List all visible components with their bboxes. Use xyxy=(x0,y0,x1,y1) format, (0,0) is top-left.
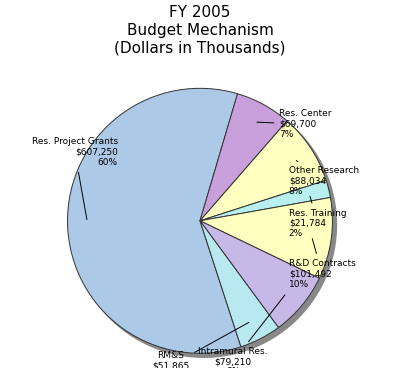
Title: FY 2005
Budget Mechanism
(Dollars in Thousands): FY 2005 Budget Mechanism (Dollars in Tho… xyxy=(114,6,286,55)
Text: RM&S
$51,865
5%: RM&S $51,865 5% xyxy=(152,322,249,368)
Text: Res. Center
$69,700
7%: Res. Center $69,700 7% xyxy=(257,109,332,139)
Text: Other Research
$88,034
8%: Other Research $88,034 8% xyxy=(289,160,359,196)
Wedge shape xyxy=(200,121,326,221)
Wedge shape xyxy=(200,221,319,328)
Text: Intramural Res.
$79,210
8%: Intramural Res. $79,210 8% xyxy=(198,295,285,368)
Text: Res. Training
$21,784
2%: Res. Training $21,784 2% xyxy=(289,196,346,238)
Wedge shape xyxy=(68,88,241,353)
Text: R&D Contracts
$101,492
10%: R&D Contracts $101,492 10% xyxy=(289,239,356,289)
Wedge shape xyxy=(200,221,278,347)
Wedge shape xyxy=(200,94,287,221)
Polygon shape xyxy=(72,92,336,357)
Wedge shape xyxy=(200,180,330,221)
Text: Res. Project Grants
$607,250
60%: Res. Project Grants $607,250 60% xyxy=(32,137,118,220)
Wedge shape xyxy=(200,198,332,278)
